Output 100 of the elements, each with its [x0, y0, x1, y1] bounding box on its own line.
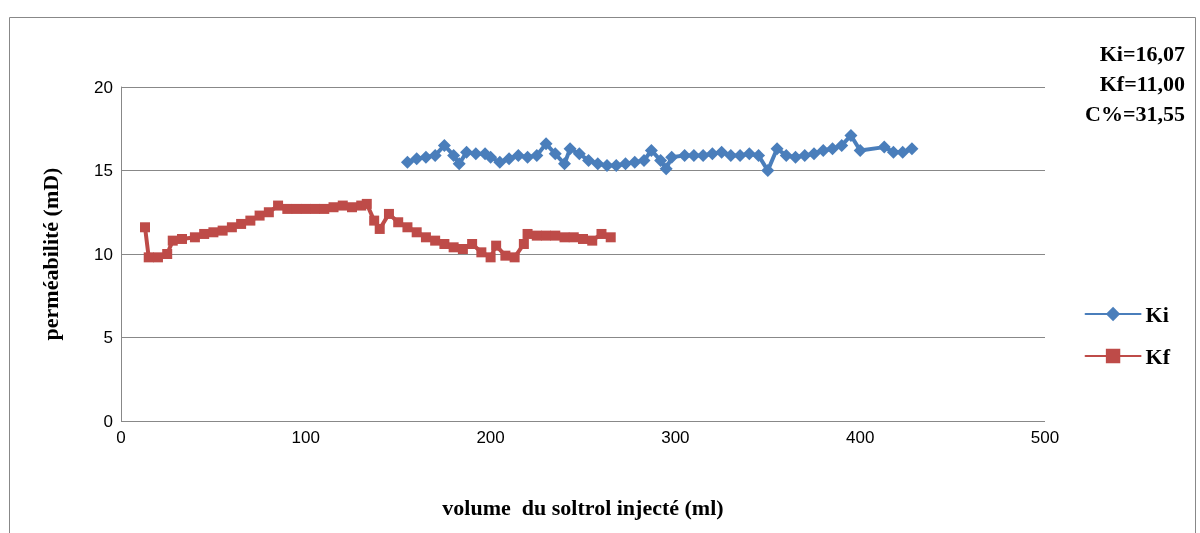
point [402, 222, 413, 233]
point [798, 148, 812, 162]
point [420, 232, 431, 243]
point [448, 242, 459, 253]
point [400, 155, 414, 169]
point [347, 202, 357, 213]
point [484, 150, 498, 164]
point [452, 157, 466, 171]
point [853, 143, 867, 157]
point [877, 140, 891, 154]
point [905, 142, 919, 156]
point [687, 148, 701, 162]
point [835, 138, 849, 152]
point [374, 223, 385, 234]
point [254, 210, 265, 221]
point [637, 153, 651, 167]
point [609, 158, 623, 172]
point [665, 150, 679, 164]
text: Kf=11,00 [1099, 70, 1185, 96]
y-tick-label: 5 [103, 328, 113, 347]
point [563, 142, 577, 156]
point [411, 227, 422, 238]
x-tick-label: 0 [116, 428, 126, 447]
point [273, 200, 284, 211]
point [596, 228, 607, 239]
point [678, 148, 692, 162]
point [789, 150, 803, 164]
point [300, 203, 311, 214]
legend-label: Ki [1145, 301, 1169, 327]
x-tick-label: 400 [846, 428, 875, 447]
point [447, 148, 461, 162]
point [587, 235, 598, 246]
point [628, 155, 642, 169]
point [752, 148, 766, 162]
point [724, 148, 738, 162]
y-axis-title: perméabilité (mD) [37, 167, 63, 341]
x-tick-label: 100 [291, 428, 320, 447]
point [518, 238, 529, 249]
point [572, 147, 586, 161]
point [619, 157, 632, 171]
legend-label: Kf [1145, 343, 1171, 369]
point [502, 152, 516, 166]
point [143, 252, 154, 263]
point [779, 148, 793, 162]
point [844, 128, 858, 142]
point [493, 155, 507, 169]
x-tick-label: 300 [661, 428, 690, 447]
point [437, 138, 451, 152]
x-tick-label: 200 [476, 428, 505, 447]
point [140, 222, 151, 233]
text: C%=31,55 [1085, 100, 1186, 126]
point [807, 147, 821, 161]
point [383, 208, 394, 219]
point [654, 153, 668, 167]
point [460, 145, 474, 159]
point [485, 252, 496, 263]
point [715, 145, 729, 159]
point [189, 232, 200, 243]
point [457, 243, 468, 254]
y-tick-label: 10 [94, 244, 113, 264]
point [428, 148, 442, 162]
point [539, 137, 553, 151]
point [419, 150, 433, 164]
point [393, 217, 404, 228]
point [217, 225, 228, 236]
point [199, 228, 210, 239]
point [578, 233, 588, 244]
point [152, 252, 163, 263]
y-tick-label: 20 [94, 77, 113, 97]
point [886, 145, 900, 159]
point [328, 202, 339, 213]
point [896, 145, 910, 159]
point [509, 252, 520, 263]
point [559, 232, 570, 243]
point [742, 147, 756, 161]
point [176, 233, 187, 244]
point [337, 200, 348, 211]
point [733, 148, 747, 162]
point [541, 230, 552, 241]
point [816, 143, 830, 157]
x-tick-label: 500 [1030, 428, 1060, 447]
point [236, 218, 247, 229]
point [761, 164, 775, 177]
point [226, 222, 237, 233]
point [705, 147, 719, 161]
point [439, 238, 450, 249]
y-tick-label: 15 [94, 161, 113, 180]
point [696, 148, 710, 162]
point [600, 158, 614, 172]
point [167, 235, 178, 246]
point [530, 148, 544, 162]
point [770, 142, 784, 156]
point [644, 143, 658, 157]
point [521, 150, 535, 164]
point [282, 203, 293, 214]
point [659, 162, 673, 176]
point [825, 142, 839, 156]
point [500, 250, 511, 261]
point [591, 157, 605, 171]
point [605, 232, 616, 243]
